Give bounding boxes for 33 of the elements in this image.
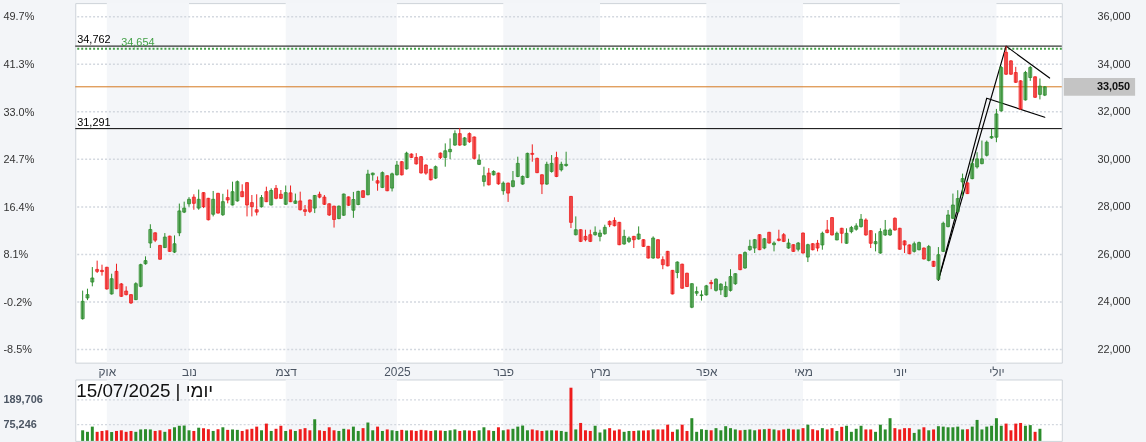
x-tick-label: יוני xyxy=(893,365,908,380)
x-tick-label: יולי xyxy=(989,365,1005,380)
x-tick-label: נוב xyxy=(182,365,197,380)
y2-tick-label: 33.0% xyxy=(3,105,35,118)
ref-line-label: 34,654 xyxy=(121,35,155,48)
y2-tick-label: 49.7% xyxy=(3,10,35,23)
y2-tick-label: 16.4% xyxy=(3,200,35,213)
x-tick-label: 2025 xyxy=(384,365,412,380)
ref-line-label: 33,050 xyxy=(1096,79,1131,92)
y2-tick-label: 41.3% xyxy=(3,58,35,71)
y-tick-label: 189,706 xyxy=(3,393,43,406)
x-tick-label: אוק xyxy=(98,365,117,380)
x-tick-label: מאי xyxy=(794,365,813,380)
y2-tick-label: -8.5% xyxy=(3,342,33,355)
y2-tick-label: 24.7% xyxy=(3,153,35,166)
y-tick-label: 36,000 xyxy=(1097,10,1131,23)
x-tick-label: דצמ xyxy=(275,365,298,380)
x-tick-label: פבר xyxy=(493,365,515,380)
y-tick-label: 34,000 xyxy=(1097,57,1131,70)
y-tick-label: 22,000 xyxy=(1097,343,1131,356)
x-tick-label: אפר xyxy=(696,365,718,380)
x-tick-label: מרץ xyxy=(590,365,611,380)
y2-tick-label: 8.1% xyxy=(3,248,29,261)
ref-line-label: 31,291 xyxy=(77,115,111,128)
y-tick-label: 28,000 xyxy=(1097,200,1131,213)
y-tick-label: 26,000 xyxy=(1097,247,1131,260)
y-tick-label: 24,000 xyxy=(1097,295,1131,308)
ref-line-label: 34,762 xyxy=(77,33,111,46)
y-tick-label: 75,246 xyxy=(3,418,37,431)
y-tick-label: 32,000 xyxy=(1097,105,1131,118)
y-tick-label: 30,000 xyxy=(1097,152,1131,165)
chart-title: יומי | 15/07/2025 xyxy=(76,380,214,402)
y2-tick-label: -0.2% xyxy=(3,295,33,308)
